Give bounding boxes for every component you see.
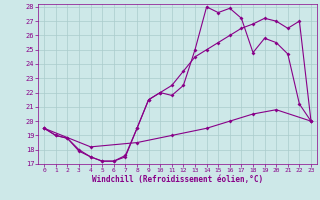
- X-axis label: Windchill (Refroidissement éolien,°C): Windchill (Refroidissement éolien,°C): [92, 175, 263, 184]
